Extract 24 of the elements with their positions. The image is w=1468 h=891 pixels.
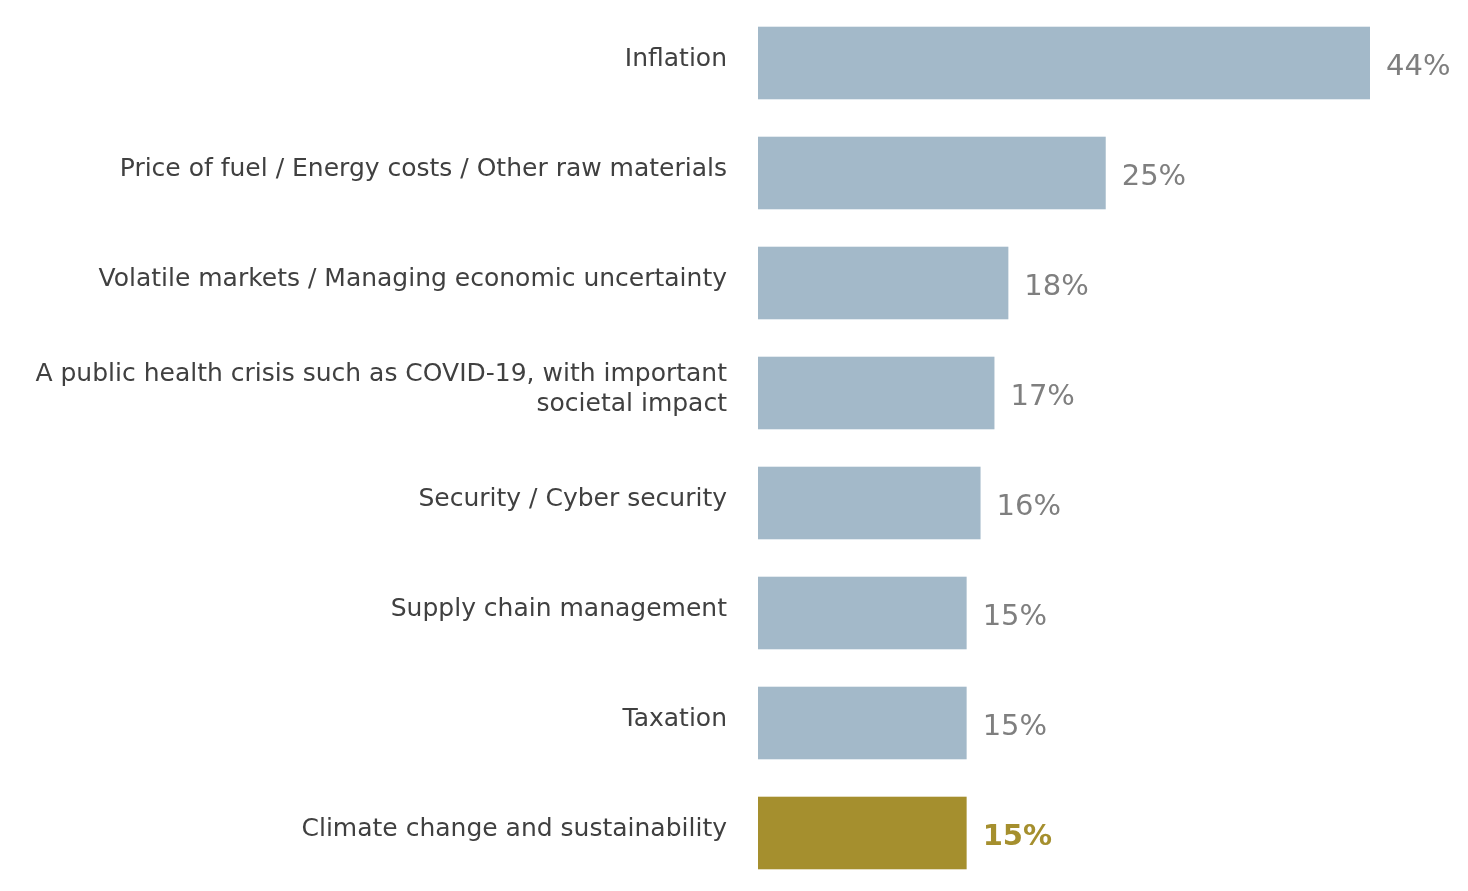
data-label: 44% — [1386, 48, 1451, 82]
y-tick-label: Inflation — [624, 43, 727, 72]
data-label: 18% — [1024, 268, 1089, 302]
data-label: 17% — [1010, 378, 1075, 412]
bar — [758, 356, 995, 430]
bar — [758, 466, 981, 540]
data-label: 15% — [982, 818, 1053, 852]
data-label: 15% — [982, 708, 1048, 742]
data-label: 25% — [1121, 158, 1187, 192]
y-tick-label: Security / Cyber security — [418, 483, 728, 512]
bar — [758, 686, 967, 760]
bar — [758, 136, 1106, 210]
data-label: 15% — [982, 598, 1048, 632]
bar — [758, 796, 967, 870]
bar — [758, 576, 967, 650]
y-tick-label: Taxation — [621, 703, 727, 732]
data-label: 16% — [996, 488, 1062, 522]
y-tick-label: A public health crisis such as COVID-19, with important societal impact — [35, 358, 728, 417]
y-tick-label: Supply chain management — [390, 593, 728, 622]
y-tick-label: Price of fuel / Energy costs / Other raw materials — [119, 153, 727, 182]
y-tick-label: Volatile markets / Managing economic uncertainty — [98, 263, 728, 292]
bar — [758, 26, 1370, 100]
y-tick-label: Climate change and sustainability — [301, 813, 728, 842]
bar — [758, 246, 1009, 320]
